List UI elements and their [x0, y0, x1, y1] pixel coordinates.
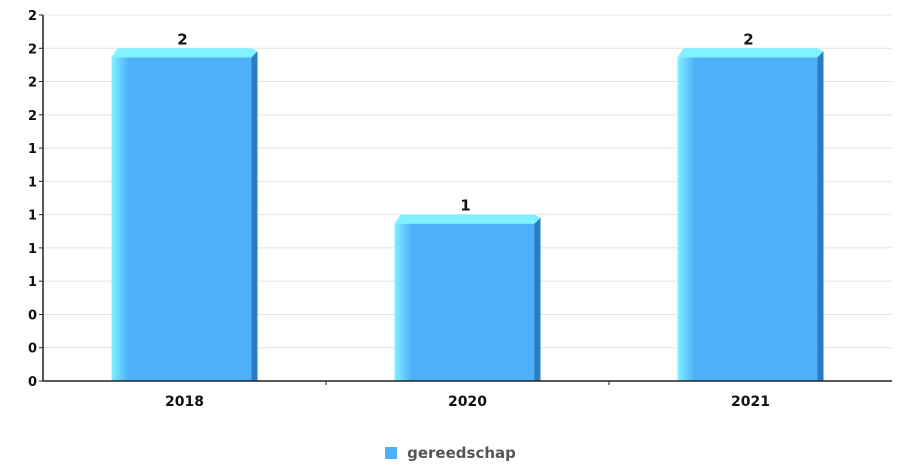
data-label: 2 — [177, 30, 187, 48]
bar-top-face — [394, 214, 541, 224]
data-label: 2 — [743, 30, 753, 48]
y-tick-label: 0 — [28, 375, 37, 390]
legend: gereedschap — [0, 444, 901, 462]
x-tick-label: 2021 — [731, 394, 770, 410]
x-tick-label: 2018 — [165, 394, 204, 410]
bar-2021[interactable] — [677, 48, 824, 381]
bar-front-face — [111, 57, 252, 381]
y-axis-tick-labels: 0 0 0 1 1 1 1 1 2 2 2 2 — [28, 9, 37, 390]
x-tick-label: 2020 — [448, 394, 487, 410]
bar-side-face — [251, 51, 258, 381]
y-tick-label: 2 — [28, 109, 37, 124]
y-tick-label: 2 — [28, 42, 37, 57]
y-tick-label: 1 — [28, 275, 37, 290]
x-axis-tick-labels: 2018 2020 2021 — [165, 394, 770, 410]
data-labels: 2 1 2 — [177, 30, 753, 214]
data-label: 1 — [460, 197, 470, 215]
bar-front-face — [677, 57, 818, 381]
bar-front-face — [394, 223, 535, 381]
y-tick-label: 1 — [28, 142, 37, 157]
bars — [111, 48, 824, 381]
y-tick-label: 1 — [28, 175, 37, 190]
bar-top-face — [111, 48, 258, 58]
y-tick-label: 0 — [28, 308, 37, 323]
bar-2020[interactable] — [394, 214, 541, 381]
y-tick-label: 2 — [28, 76, 37, 91]
axes — [39, 14, 892, 385]
legend-swatch-gereedschap — [385, 447, 398, 459]
bar-top-face — [677, 48, 824, 58]
y-tick-label: 2 — [28, 9, 37, 24]
bar-2018[interactable] — [111, 48, 258, 381]
y-tick-label: 1 — [28, 242, 37, 257]
y-tick-label: 1 — [28, 209, 37, 224]
y-tick-label: 0 — [28, 342, 37, 357]
legend-label-gereedschap[interactable]: gereedschap — [407, 444, 516, 462]
bar-side-face — [534, 217, 541, 381]
bar-side-face — [817, 51, 824, 381]
